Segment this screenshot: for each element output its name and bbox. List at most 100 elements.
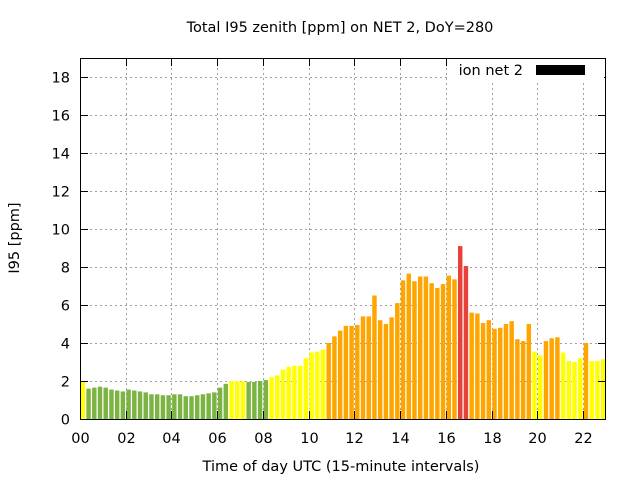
bar: [377, 320, 383, 419]
bar: [81, 381, 86, 419]
legend-background: [448, 59, 604, 81]
bar: [252, 381, 257, 419]
bar: [560, 352, 566, 419]
bar: [566, 361, 572, 419]
bar: [183, 396, 188, 419]
bar: [194, 395, 200, 419]
bar: [189, 396, 194, 419]
x-axis-label: Time of day UTC (15-minute intervals): [202, 459, 480, 475]
x-tick-label: 22: [574, 431, 592, 447]
bar: [509, 321, 514, 419]
x-tick-label: 02: [117, 431, 135, 447]
bar: [549, 338, 554, 419]
bar: [412, 281, 417, 419]
x-tick-label: 06: [208, 431, 226, 447]
bar: [86, 388, 91, 419]
bar: [583, 343, 589, 419]
bar: [355, 324, 360, 419]
bar: [463, 266, 469, 419]
grid: [80, 58, 606, 419]
bar: [154, 394, 160, 419]
plot-frame: [80, 58, 606, 420]
bar: [109, 389, 114, 419]
bar: [343, 325, 349, 419]
y-tick-label: 4: [61, 337, 70, 353]
bar: [280, 369, 286, 419]
bar: [177, 394, 183, 419]
bar: [160, 395, 166, 419]
bar: [246, 381, 251, 419]
y-tick-label: 16: [52, 109, 70, 125]
bar: [440, 284, 446, 419]
bar: [400, 280, 406, 419]
bar: [515, 339, 520, 419]
bar: [166, 395, 171, 419]
bar: [446, 275, 451, 419]
bar: [103, 387, 108, 419]
bar: [172, 394, 177, 419]
x-tick-label: 16: [437, 431, 455, 447]
bar: [406, 273, 411, 419]
bar: [435, 287, 440, 419]
bar: [532, 351, 537, 419]
bar: [538, 355, 543, 419]
bar: [349, 325, 354, 419]
legend-label: ion net 2: [459, 63, 523, 79]
bars: [81, 246, 606, 419]
bar: [595, 361, 600, 419]
bar: [286, 366, 291, 419]
x-tick-label: 12: [345, 431, 363, 447]
y-tick-label: 18: [52, 71, 70, 87]
bar: [492, 328, 497, 419]
y-tick-label: 8: [61, 261, 70, 277]
bar: [309, 352, 314, 419]
x-tick-labels: 00 02 04 06 08 10 12 14 16 18 20 22: [71, 431, 592, 447]
bar: [126, 389, 131, 419]
bar: [337, 330, 343, 419]
bar: [372, 295, 377, 419]
bar: [572, 362, 577, 419]
bar: [475, 313, 480, 419]
bar: [217, 387, 223, 419]
bar: [526, 324, 532, 419]
bar: [212, 392, 217, 419]
bar: [543, 341, 549, 419]
bar: [578, 358, 583, 419]
bar: [429, 283, 434, 419]
bar: [92, 387, 97, 419]
bar: [417, 276, 423, 419]
bar: [480, 323, 486, 419]
y-tick-label: 2: [61, 375, 70, 391]
bar: [395, 303, 400, 419]
bar: [229, 381, 234, 419]
bar: [469, 312, 474, 419]
bar: [486, 320, 492, 419]
y-tick-label: 0: [61, 413, 70, 429]
y-tick-label: 12: [52, 185, 70, 201]
bar: [97, 386, 103, 419]
bar: [149, 394, 154, 419]
bar: [457, 246, 463, 419]
x-tick-label: 18: [483, 431, 501, 447]
bar: [589, 361, 594, 419]
bar: [503, 324, 509, 419]
y-axis-label: I95 [ppm]: [7, 202, 23, 273]
y-tick-labels: 0 2 4 6 8 10 12 14 16 18: [52, 71, 70, 429]
bar: [332, 336, 337, 419]
bar: [498, 327, 503, 419]
bar: [389, 317, 394, 419]
x-tick-label: 20: [528, 431, 546, 447]
bar: [383, 324, 389, 419]
bar: [206, 393, 211, 419]
bar: [132, 390, 137, 419]
bar: [275, 375, 280, 419]
bar: [303, 358, 309, 419]
bar: [269, 377, 274, 419]
x-tick-label: 04: [162, 431, 180, 447]
bar: [452, 279, 457, 419]
bar: [360, 316, 366, 419]
bar: [320, 349, 326, 419]
bar: [257, 381, 263, 419]
y-tick-label: 6: [61, 299, 70, 315]
